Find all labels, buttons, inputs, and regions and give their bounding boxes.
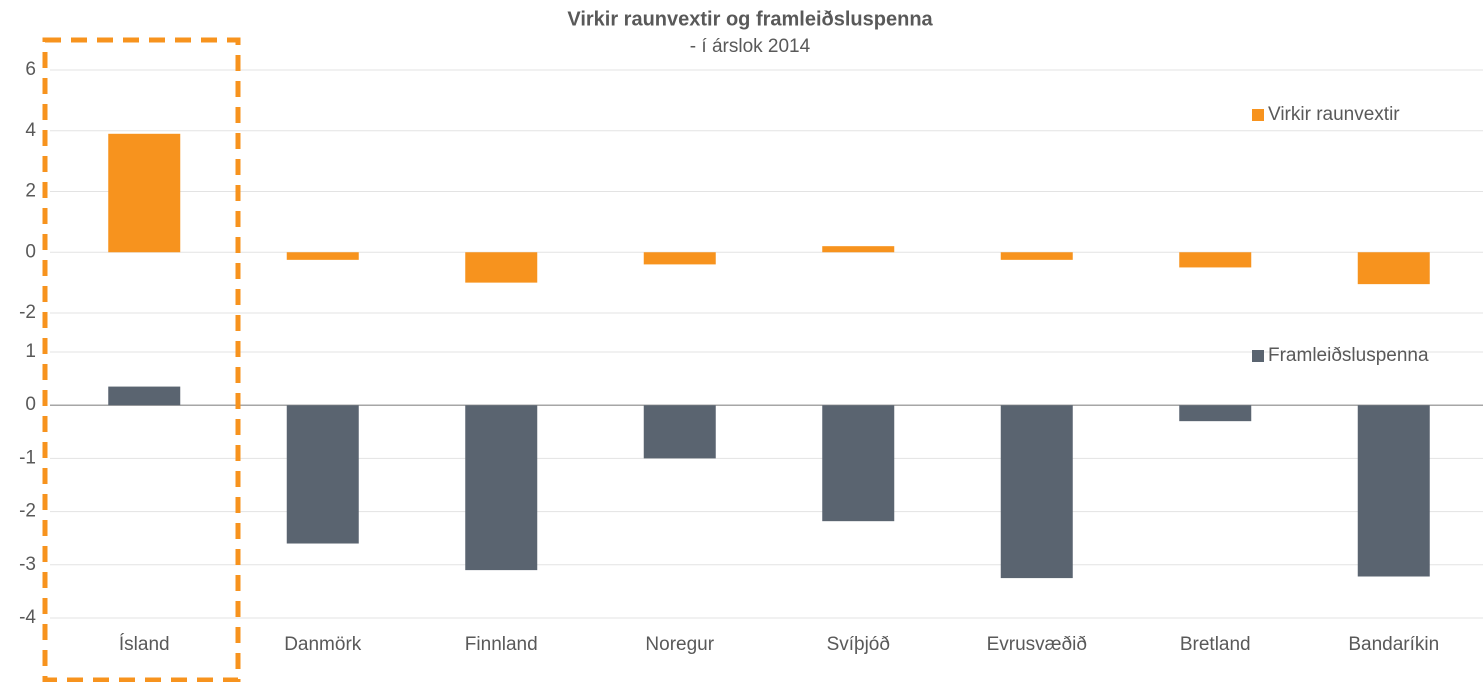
x-tick-label: Svíþjóð — [827, 634, 890, 655]
y-tick-label: -1 — [19, 447, 36, 468]
bar — [643, 252, 716, 265]
x-tick-label: Finnland — [465, 634, 538, 655]
bar — [1000, 252, 1073, 260]
y-tick-label: 2 — [25, 181, 36, 202]
bar — [1357, 405, 1430, 577]
y-tick-label: 0 — [25, 241, 36, 262]
y-tick-label: -2 — [19, 302, 36, 323]
y-tick-label: -3 — [19, 554, 36, 575]
x-tick-label: Noregur — [645, 634, 714, 655]
bar — [1000, 405, 1073, 579]
x-tick-label: Bandaríkin — [1348, 634, 1439, 655]
y-tick-label: -4 — [19, 607, 36, 628]
bar — [286, 405, 359, 544]
bar — [1179, 405, 1252, 422]
legend-swatch — [1252, 109, 1264, 121]
y-tick-label: 4 — [25, 120, 36, 141]
bar — [1357, 252, 1430, 285]
y-tick-label: -2 — [19, 501, 36, 522]
chart-subtitle: - í árslok 2014 — [690, 36, 811, 57]
bar — [822, 405, 895, 522]
bar — [108, 386, 181, 406]
x-tick-label: Danmörk — [284, 634, 362, 655]
bar — [822, 246, 895, 253]
legend-label: Framleiðsluspenna — [1268, 345, 1429, 366]
bar — [643, 405, 716, 459]
x-tick-label: Evrusvæðið — [987, 634, 1087, 655]
bar — [465, 252, 538, 283]
x-tick-label: Ísland — [119, 634, 170, 655]
bar — [465, 405, 538, 571]
bar — [108, 133, 181, 253]
y-tick-label: 6 — [25, 59, 36, 80]
legend-label: Virkir raunvextir — [1268, 104, 1400, 125]
chart-title: Virkir raunvextir og framleiðsluspenna — [567, 8, 933, 30]
y-tick-label: 1 — [25, 341, 36, 362]
x-tick-label: Bretland — [1180, 634, 1251, 655]
legend-swatch — [1252, 350, 1264, 362]
bar — [1179, 252, 1252, 268]
y-tick-label: 0 — [25, 394, 36, 415]
bar — [286, 252, 359, 260]
